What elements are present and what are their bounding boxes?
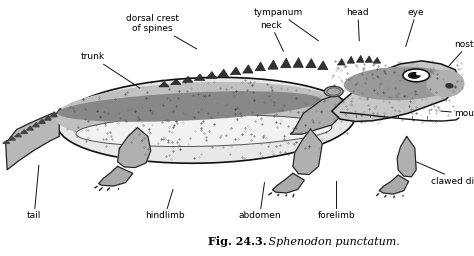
Polygon shape xyxy=(33,123,39,127)
Polygon shape xyxy=(373,57,381,63)
Polygon shape xyxy=(38,119,45,123)
Ellipse shape xyxy=(324,86,343,97)
Polygon shape xyxy=(21,130,27,133)
Polygon shape xyxy=(281,58,291,68)
Polygon shape xyxy=(347,56,355,63)
Polygon shape xyxy=(290,95,345,134)
Polygon shape xyxy=(45,115,51,120)
Text: abdomen: abdomen xyxy=(238,183,281,220)
Polygon shape xyxy=(218,69,228,77)
Circle shape xyxy=(417,72,421,75)
Ellipse shape xyxy=(57,91,322,122)
Polygon shape xyxy=(293,58,303,67)
Polygon shape xyxy=(356,55,364,62)
Polygon shape xyxy=(6,113,59,170)
Ellipse shape xyxy=(344,67,457,100)
Text: nostril: nostril xyxy=(446,40,474,70)
Polygon shape xyxy=(182,76,193,82)
Circle shape xyxy=(409,73,420,78)
Polygon shape xyxy=(337,59,345,65)
Polygon shape xyxy=(194,74,205,80)
Polygon shape xyxy=(15,133,21,137)
Text: mouth: mouth xyxy=(441,109,474,118)
Polygon shape xyxy=(332,61,460,122)
Polygon shape xyxy=(118,128,151,167)
Polygon shape xyxy=(255,62,265,71)
Text: neck: neck xyxy=(260,21,283,51)
Polygon shape xyxy=(159,82,169,87)
Polygon shape xyxy=(230,67,241,75)
Circle shape xyxy=(403,69,429,82)
Polygon shape xyxy=(99,166,133,186)
Text: hindlimb: hindlimb xyxy=(145,189,185,220)
Ellipse shape xyxy=(76,115,332,146)
Polygon shape xyxy=(397,136,416,177)
Ellipse shape xyxy=(55,82,343,143)
Polygon shape xyxy=(27,126,33,130)
Polygon shape xyxy=(9,137,16,140)
Polygon shape xyxy=(268,60,278,69)
Polygon shape xyxy=(293,129,322,175)
Polygon shape xyxy=(171,79,181,84)
Polygon shape xyxy=(318,61,328,70)
Polygon shape xyxy=(50,112,57,117)
Ellipse shape xyxy=(57,77,355,163)
Text: trunk: trunk xyxy=(81,52,140,88)
Polygon shape xyxy=(273,173,304,193)
Polygon shape xyxy=(56,108,63,113)
Polygon shape xyxy=(206,71,217,78)
Ellipse shape xyxy=(427,70,465,97)
Text: eye: eye xyxy=(406,8,425,47)
Text: clawed digits: clawed digits xyxy=(416,162,474,186)
Polygon shape xyxy=(379,175,409,194)
Ellipse shape xyxy=(446,84,453,88)
Polygon shape xyxy=(3,141,9,143)
Text: head: head xyxy=(346,8,369,41)
Text: Fig. 24.3.: Fig. 24.3. xyxy=(208,237,266,247)
Text: Sphenodon punctatum.: Sphenodon punctatum. xyxy=(265,237,400,247)
Polygon shape xyxy=(306,59,316,68)
Polygon shape xyxy=(365,56,373,62)
Text: forelimb: forelimb xyxy=(318,181,356,220)
Text: tail: tail xyxy=(27,165,41,220)
Text: dorsal crest
of spines: dorsal crest of spines xyxy=(126,14,197,49)
Text: tympanum: tympanum xyxy=(254,8,319,41)
Polygon shape xyxy=(243,65,253,73)
